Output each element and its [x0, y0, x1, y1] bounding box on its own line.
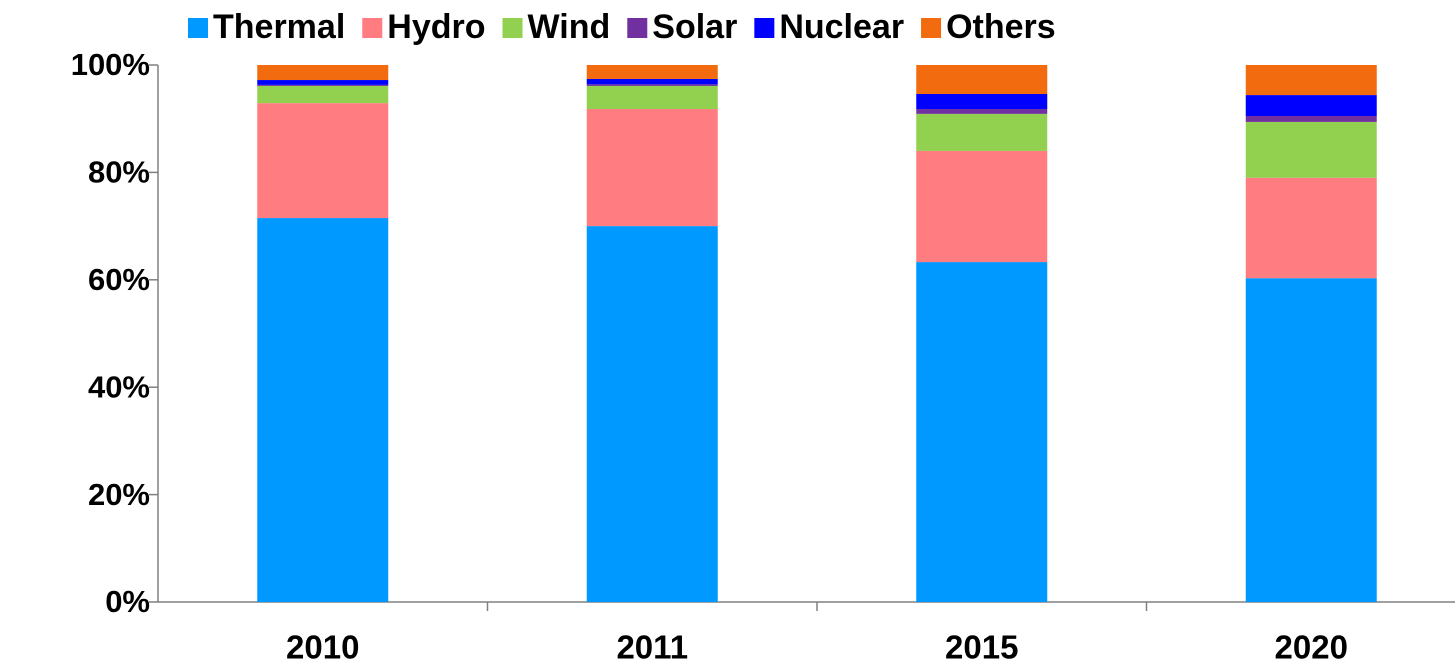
legend-swatch	[754, 18, 775, 38]
bar-segment	[916, 262, 1048, 602]
y-tick-label: 80%	[88, 155, 150, 190]
legend-label: Others	[946, 8, 1056, 46]
bar-segment	[916, 93, 1048, 110]
bar-segment	[586, 109, 718, 227]
x-tick-label: 2010	[286, 629, 359, 666]
bar-segment	[586, 65, 718, 79]
bar-segment	[586, 85, 718, 110]
legend-label: Hydro	[387, 8, 485, 46]
legend-swatch	[188, 18, 208, 38]
legend-label: Nuclear	[779, 8, 904, 46]
bar-segment	[1245, 278, 1377, 602]
bar-segment	[586, 226, 718, 602]
bar-segment	[257, 65, 389, 81]
legend-swatch	[627, 18, 648, 38]
legend-label: Solar	[652, 8, 737, 46]
bar-segment	[586, 78, 718, 85]
bar-segment	[1245, 65, 1377, 96]
bar-segment	[257, 84, 389, 86]
bar-segment	[1245, 121, 1377, 178]
legend-label: Thermal	[213, 8, 345, 46]
bar-segment	[257, 85, 389, 104]
bar-segment	[916, 65, 1048, 94]
bar-segment	[916, 109, 1048, 114]
y-tick-label: 60%	[88, 262, 150, 297]
bar-segment	[257, 103, 389, 219]
bar-segment	[916, 113, 1048, 151]
y-tick-label: 20%	[88, 477, 150, 512]
y-tick-label: 100%	[71, 47, 150, 82]
bar-segment	[1245, 177, 1377, 279]
legend-swatch	[362, 18, 383, 38]
y-tick-label: 40%	[88, 369, 150, 404]
x-tick-label: 2020	[1275, 629, 1348, 666]
bar-segment	[1245, 116, 1377, 122]
legend-label: Wind	[528, 8, 611, 46]
y-tick-label: 0%	[105, 584, 150, 619]
bar-segment	[257, 218, 389, 603]
bar-segment	[586, 84, 718, 86]
bar-segment	[1245, 95, 1377, 117]
legend-swatch	[502, 18, 523, 38]
legend-swatch	[921, 18, 942, 38]
x-tick-label: 2015	[945, 629, 1018, 666]
x-tick-label: 2011	[616, 629, 688, 666]
bar-segment	[257, 80, 389, 85]
bar-segment	[916, 150, 1048, 263]
